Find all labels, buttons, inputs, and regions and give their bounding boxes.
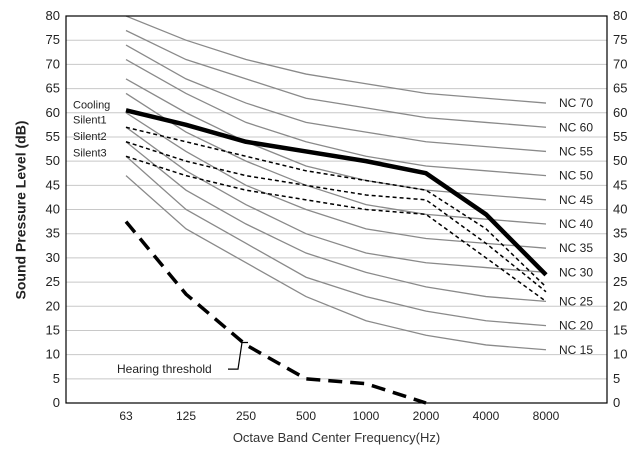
series-label: Silent1 [73, 114, 107, 126]
y-tick-label-right: 80 [613, 8, 627, 23]
x-tick-label: 63 [119, 409, 133, 423]
nc-curve-line [126, 16, 546, 103]
y-tick-label: 75 [46, 32, 60, 47]
y-tick-label: 60 [46, 105, 60, 120]
y-tick-label: 55 [46, 129, 60, 144]
x-tick-label: 1000 [353, 409, 380, 423]
nc-curve-label: NC 70 [559, 96, 593, 110]
y-tick-label-right: 5 [613, 371, 620, 386]
nc-curve-line [126, 156, 546, 325]
nc-curve-label: NC 50 [559, 169, 593, 183]
y-tick-label-right: 40 [613, 202, 627, 217]
x-tick-label: 4000 [473, 409, 500, 423]
nc-curve-label: NC 15 [559, 343, 593, 357]
y-tick-label-right: 45 [613, 177, 627, 192]
y-tick-label-right: 20 [613, 298, 627, 313]
series-label: Cooling [73, 99, 110, 111]
y-tick-label: 45 [46, 177, 60, 192]
y-tick-label: 30 [46, 250, 60, 265]
y-tick-label: 65 [46, 81, 60, 96]
x-tick-label: 500 [296, 409, 316, 423]
chart-labels: NC 15 NC 20 NC 25 NC 30 NC 35 NC 40 NC 45 NC 50… [73, 96, 593, 376]
y-tick-label: 80 [46, 8, 60, 23]
y-tick-label: 50 [46, 153, 60, 168]
x-tick-label: 2000 [413, 409, 440, 423]
nc-curve-label: NC 20 [559, 319, 593, 333]
y-tick-label-right: 0 [613, 395, 620, 410]
nc-curve-line [126, 142, 546, 302]
y-tick-label-right: 60 [613, 105, 627, 120]
nc-curve-label: NC 55 [559, 144, 593, 158]
y-tick-label-right: 30 [613, 250, 627, 265]
y-tick-label-right: 25 [613, 274, 627, 289]
series-label: Silent2 [73, 131, 107, 143]
nc-curves [126, 16, 546, 350]
y-axis-title: Sound Pressure Level (dB) [6, 0, 34, 420]
x-tick-label: 125 [176, 409, 196, 423]
y-tick-label: 0 [53, 395, 60, 410]
nc-curve-label: NC 60 [559, 120, 593, 134]
hearing-threshold-leader [228, 343, 248, 370]
y-tick-label: 20 [46, 298, 60, 313]
y-tick-label: 5 [53, 371, 60, 386]
y-tick-label-right: 50 [613, 153, 627, 168]
nc-curve-line [126, 79, 546, 200]
y-tick-label-right: 70 [613, 56, 627, 71]
y-tick-label-right: 15 [613, 322, 627, 337]
y-tick-label: 35 [46, 226, 60, 241]
y-tick-label-right: 65 [613, 81, 627, 96]
y-axis-label: Sound Pressure Level (dB) [12, 121, 28, 300]
series-line [126, 142, 546, 292]
series-lines [126, 110, 546, 403]
nc-curve-label: NC 45 [559, 193, 593, 207]
nc-curve-label: NC 35 [559, 241, 593, 255]
nc-curve-label: NC 40 [559, 217, 593, 231]
series-line [126, 156, 546, 301]
nc-curve-label: NC 25 [559, 294, 593, 308]
series-label: Silent3 [73, 147, 107, 159]
hearing-threshold-label: Hearing threshold [117, 362, 212, 376]
x-tick-label: 8000 [533, 409, 560, 423]
x-axis-title: Octave Band Center Frequency(Hz) [66, 430, 607, 445]
x-tick-label: 250 [236, 409, 256, 423]
y-tick-label: 15 [46, 322, 60, 337]
y-tick-label-right: 10 [613, 347, 627, 362]
y-tick-label: 25 [46, 274, 60, 289]
y-tick-label: 10 [46, 347, 60, 362]
y-tick-label: 40 [46, 202, 60, 217]
y-tick-label-right: 75 [613, 32, 627, 47]
nc-curve-label: NC 30 [559, 265, 593, 279]
y-tick-label: 70 [46, 56, 60, 71]
y-tick-label-right: 55 [613, 129, 627, 144]
y-tick-label-right: 35 [613, 226, 627, 241]
